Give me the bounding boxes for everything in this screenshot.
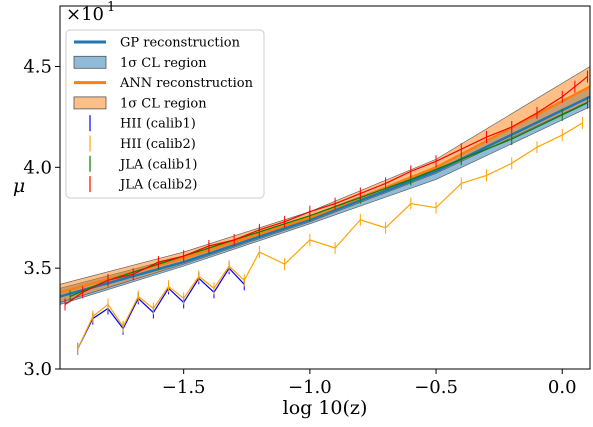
legend-label: JLA (calib1) [118,157,197,172]
y-tick-label: 3.5 [23,258,52,279]
legend-label: HII (calib1) [120,117,196,132]
y-axis-ticks: 3.0 3.5 4.0 4.5 [23,57,60,380]
x-tick-label: −1.5 [162,377,206,398]
data-points [64,70,588,355]
offset-exponent: 1 [107,0,115,15]
hii-calib1-series [77,267,245,350]
x-axis-label: log 10(z) [283,397,368,419]
hii-calib2-series [77,122,583,350]
y-tick-label: 4.5 [23,57,52,78]
y-tick-label: 3.0 [23,359,52,380]
legend-handle-1-cl-region [73,55,107,69]
y-axis-label: μ [13,175,25,197]
legend-label: 1σ CL region [120,56,207,71]
offset-text: ×10 [66,4,104,25]
x-tick-label: −1.0 [288,377,332,398]
plot-frame [59,5,591,370]
legend: GP reconstruction 1σ CL region ANN reconst… [65,29,265,199]
y-tick-label: 4.0 [23,157,52,178]
legend-handle-1-cl-region [73,96,107,110]
legend-label: HII (calib2) [120,137,196,152]
legend-label: ANN reconstruction [119,76,254,91]
x-tick-label: 0.0 [548,377,577,398]
legend-label: 1σ CL region [120,96,207,111]
legend-label: GP reconstruction [120,36,241,51]
legend-frame [65,29,265,199]
legend-label: JLA (calib2) [118,178,197,193]
x-tick-label: −0.5 [414,377,458,398]
x-axis-ticks: −1.5 −1.0 −0.5 0.0 [162,369,577,398]
